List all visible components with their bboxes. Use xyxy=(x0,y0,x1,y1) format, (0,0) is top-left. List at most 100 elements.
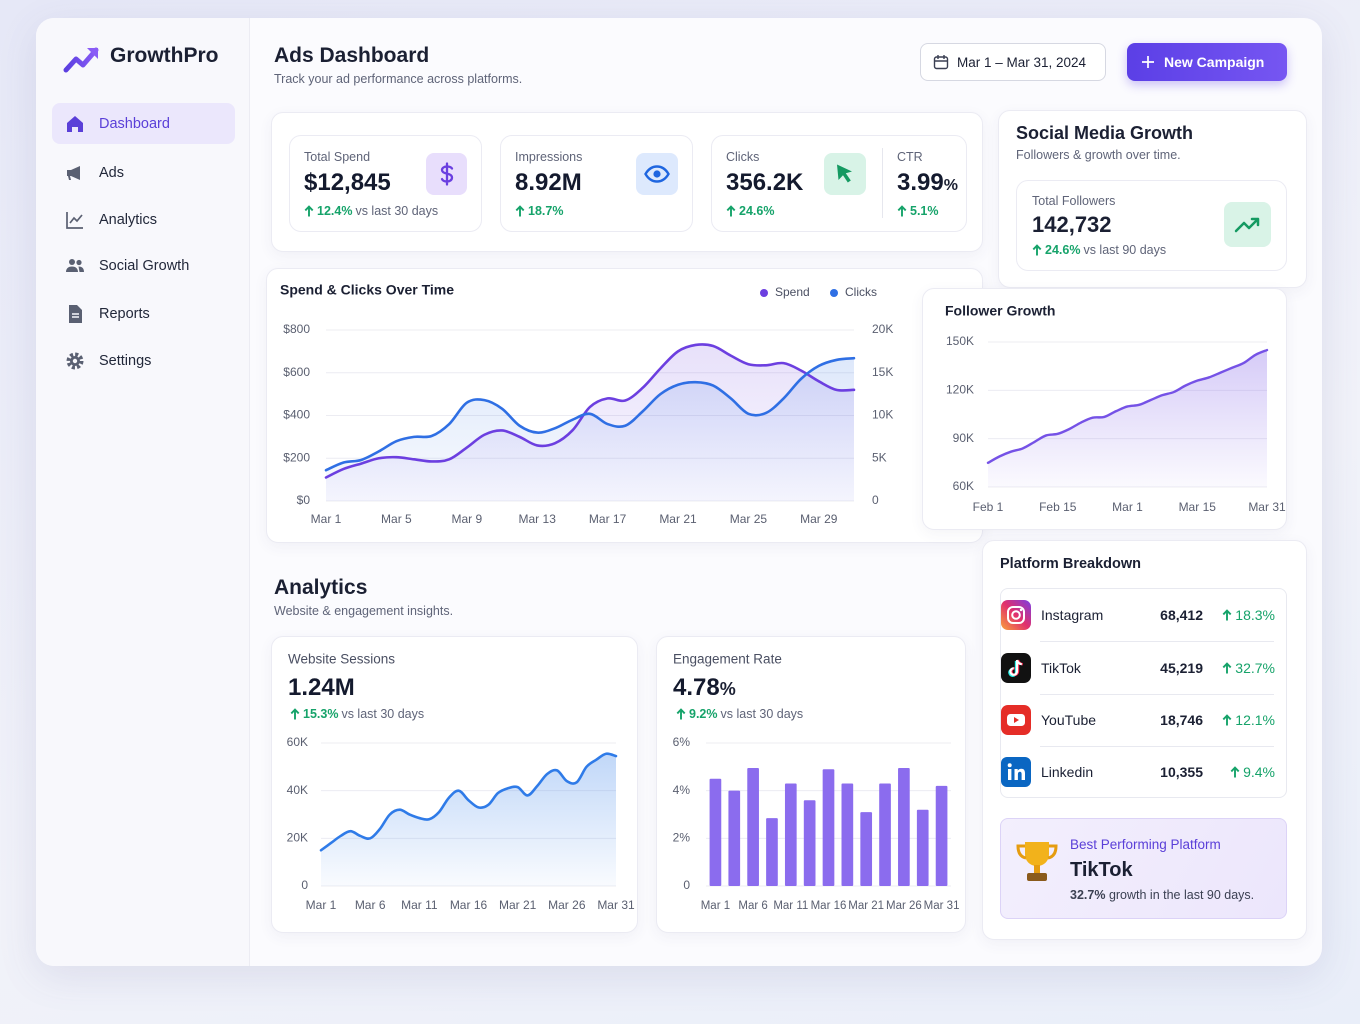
area xyxy=(988,350,1267,487)
x-tick-label: Mar 1 xyxy=(311,512,342,526)
x-tick-label: Feb 15 xyxy=(1039,500,1077,514)
change-value: 9.2% xyxy=(689,707,718,721)
y-tick-label: $600 xyxy=(283,365,310,379)
nav-item[interactable]: Reports xyxy=(52,293,235,334)
kpi-value: 356.2K xyxy=(726,169,804,196)
best-name: TikTok xyxy=(1070,859,1133,881)
nav-label: Social Growth xyxy=(99,257,190,274)
legend-swatch xyxy=(760,289,768,297)
x-tick-label: Mar 1 xyxy=(1112,500,1143,514)
clicks-icon xyxy=(824,153,866,195)
x-tick-label: Mar 21 xyxy=(659,512,697,526)
row-divider xyxy=(1040,746,1274,747)
brand: GrowthPro xyxy=(110,44,219,67)
y-tick-label: 0 xyxy=(301,878,308,892)
platform-row: Linkedin 10,355 9.4% xyxy=(1001,746,1287,798)
section-subtitle: Website & engagement insights. xyxy=(274,604,454,618)
platform-followers: 45,219 xyxy=(1160,660,1203,676)
y-tick-label: 0 xyxy=(683,878,690,892)
platform-name: YouTube xyxy=(1041,712,1097,728)
follower-growth-chart: Follower Growth 60K 90K 120K 150K Feb 1 Feb 15… xyxy=(945,303,1286,514)
engagement-change: 9.2% vs last 30 days xyxy=(676,707,803,721)
logo-icon xyxy=(63,47,99,73)
platform-table xyxy=(1000,588,1287,798)
bar xyxy=(935,785,948,886)
change-note: vs last 90 days xyxy=(1083,243,1167,257)
panel-subtitle: Followers & growth over time. xyxy=(1016,148,1181,162)
kpi-change: 24.6% xyxy=(726,204,774,218)
x-tick-label: Mar 26 xyxy=(548,898,586,912)
divider xyxy=(882,148,883,218)
linkedin-icon xyxy=(1001,757,1031,787)
new-campaign-button[interactable]: New Campaign xyxy=(1127,43,1287,81)
change-value: 12.4% xyxy=(317,204,353,218)
button-label: New Campaign xyxy=(1164,54,1265,70)
sessions-change: 15.3% vs last 30 days xyxy=(290,707,424,721)
kpi-label: Impressions xyxy=(515,150,583,164)
y2-tick-label: 0 xyxy=(872,493,879,507)
kpi-value: 3.99% xyxy=(897,169,958,197)
growth-value: 32.7% xyxy=(1235,660,1275,676)
chart-title: Spend & Clicks Over Time xyxy=(280,282,454,298)
line xyxy=(324,343,856,479)
nav-item[interactable]: Analytics xyxy=(52,199,235,240)
bar xyxy=(860,812,873,886)
x-tick-label: Mar 21 xyxy=(848,900,884,912)
growth-value: 9.4% xyxy=(1243,764,1275,780)
bar xyxy=(841,783,854,886)
change-value: 24.6% xyxy=(1045,243,1081,257)
area xyxy=(326,358,854,501)
nav-item[interactable]: Settings xyxy=(52,340,235,381)
instagram-icon xyxy=(1001,600,1031,630)
nav-item[interactable]: Ads xyxy=(52,152,235,193)
platform-name: Linkedin xyxy=(1041,764,1094,780)
section-title: Analytics xyxy=(274,576,368,599)
y-tick-label: 60K xyxy=(287,735,308,749)
platform-row: Instagram 68,412 18.3% xyxy=(1001,589,1287,641)
chart-title: Website Sessions xyxy=(288,652,395,667)
note: growth in the last 90 days. xyxy=(1108,888,1255,902)
platform-followers: 18,746 xyxy=(1160,712,1203,728)
x-tick-label: Mar 6 xyxy=(738,900,767,912)
y-tick-label: $400 xyxy=(283,408,310,422)
date-picker[interactable]: Mar 1 – Mar 31, 2024 xyxy=(920,43,1106,81)
y2-tick-label: 10K xyxy=(872,408,893,422)
y-tick-label: $800 xyxy=(283,322,310,336)
x-tick-label: Mar 6 xyxy=(355,898,386,912)
nav-label: Settings xyxy=(99,352,152,369)
bar xyxy=(898,768,910,886)
y-tick-label: 60K xyxy=(953,479,974,493)
nav-label: Dashboard xyxy=(99,115,170,132)
chart-title: Follower Growth xyxy=(945,303,1055,319)
platform-name: TikTok xyxy=(1041,660,1081,676)
kpi-value: $12,845 xyxy=(304,169,391,196)
x-tick-label: Mar 11 xyxy=(401,898,438,912)
followers-total: 142,732 xyxy=(1032,212,1112,237)
platform-growth: 32.7% xyxy=(1222,660,1275,676)
change-value: 15.3% xyxy=(303,707,339,721)
bar xyxy=(747,768,759,886)
legend-label: Clicks xyxy=(845,285,877,299)
x-tick-label: Mar 5 xyxy=(381,512,412,526)
x-tick-label: Mar 1 xyxy=(306,898,337,912)
change-value: 5.1% xyxy=(910,204,939,218)
y2-tick-label: 20K xyxy=(872,322,893,336)
nav-label: Analytics xyxy=(99,211,158,228)
change-value: 18.7% xyxy=(528,204,564,218)
kpi-value: 8.92M xyxy=(515,169,582,196)
followers-label: Total Followers xyxy=(1032,194,1116,208)
y-tick-label: 4% xyxy=(673,783,691,797)
sessions-value: 1.24M xyxy=(288,674,355,701)
platform-name: Instagram xyxy=(1041,607,1104,623)
sidebar xyxy=(36,18,250,966)
nav-item[interactable]: Dashboard xyxy=(52,103,235,144)
x-tick-label: Mar 13 xyxy=(519,512,557,526)
x-tick-label: Mar 26 xyxy=(886,900,922,912)
x-tick-label: Mar 1 xyxy=(701,900,730,912)
bar xyxy=(784,783,797,886)
x-tick-label: Mar 31 xyxy=(924,900,960,912)
nav-item[interactable]: Social Growth xyxy=(52,245,235,286)
